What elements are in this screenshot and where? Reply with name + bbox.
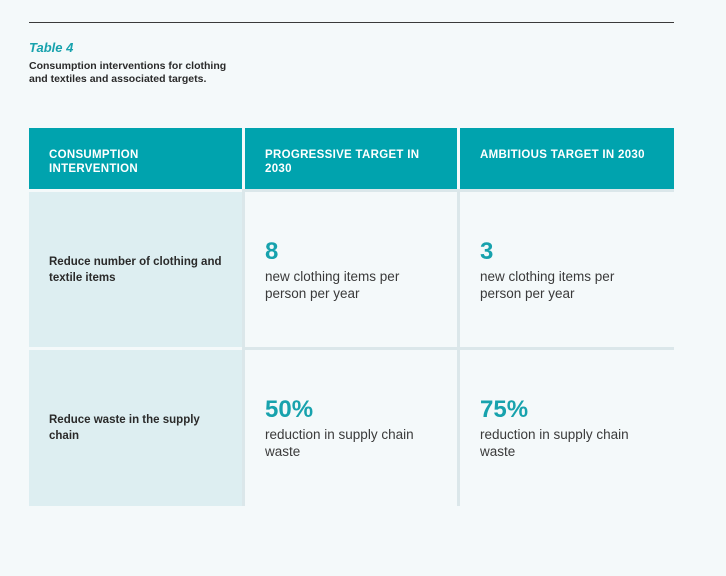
cell-progressive-items: 8 new clothing items per person per year: [245, 192, 457, 347]
row-label-text: Reduce number of clothing and textile it…: [49, 255, 222, 284]
table-number: Table 4: [29, 40, 74, 55]
target-description: reduction in supply chain waste: [265, 427, 414, 459]
header-consumption-intervention: CONSUMPTION INTERVENTION: [29, 128, 242, 189]
target-value: 75%: [480, 396, 529, 423]
target-description: reduction in supply chain waste: [480, 427, 629, 459]
header-progressive-target: PROGRESSIVE TARGET IN 2030: [245, 128, 457, 189]
cell-ambitious-waste: 75% reduction in supply chain waste: [460, 350, 674, 506]
cell-ambitious-items: 3 new clothing items per person per year: [460, 192, 674, 347]
row-label-text: Reduce waste in the supply chain: [49, 414, 200, 442]
row-label-reduce-waste: Reduce waste in the supply chain: [29, 350, 242, 506]
target-value: 8: [265, 238, 279, 265]
target-description: new clothing items per person per year: [265, 269, 400, 301]
row-label-reduce-items: Reduce number of clothing and textile it…: [29, 192, 242, 347]
row-divider: [242, 189, 674, 192]
table-caption: Consumption interventions for clothing a…: [29, 60, 227, 85]
target-description: new clothing items per person per year: [480, 269, 615, 301]
row-divider: [242, 347, 674, 350]
cell-progressive-waste: 50% reduction in supply chain waste: [245, 350, 457, 506]
targets-table: CONSUMPTION INTERVENTION PROGRESSIVE TAR…: [29, 128, 674, 506]
target-value: 3: [480, 238, 494, 265]
target-value: 50%: [265, 396, 314, 423]
top-divider: [29, 22, 674, 23]
header-ambitious-target: AMBITIOUS TARGET IN 2030: [460, 128, 674, 189]
